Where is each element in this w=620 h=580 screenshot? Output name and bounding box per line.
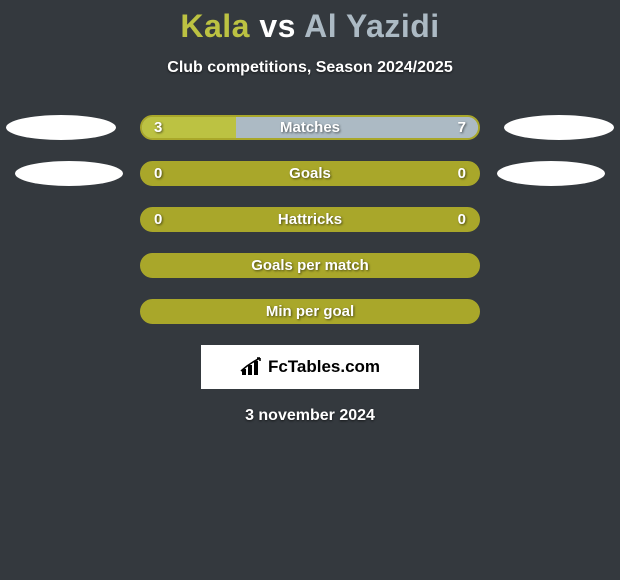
stat-row: 37Matches <box>0 115 620 140</box>
stat-bar: Goals per match <box>140 253 480 278</box>
stat-label: Goals <box>142 163 478 184</box>
stat-right-value: 0 <box>458 163 466 184</box>
stat-left-value: 0 <box>154 163 162 184</box>
player2-badge <box>497 161 605 186</box>
page-title: Kala vs Al Yazidi <box>0 8 620 45</box>
subtitle: Club competitions, Season 2024/2025 <box>0 59 620 77</box>
bar-chart-icon <box>240 357 264 377</box>
stat-row: Goals per match <box>0 253 620 278</box>
stat-label: Hattricks <box>142 209 478 230</box>
comparison-bars: 37Matches00Goals00HattricksGoals per mat… <box>0 115 620 324</box>
date-label: 3 november 2024 <box>0 407 620 425</box>
widget-root: Kala vs Al Yazidi Club competitions, Sea… <box>0 0 620 425</box>
stat-bar: 0 0Hattricks <box>140 207 480 232</box>
attribution-logo[interactable]: FcTables.com <box>201 345 419 389</box>
logo-inner: FcTables.com <box>240 357 380 377</box>
stat-label: Min per goal <box>142 301 478 322</box>
player1-name: Kala <box>180 8 250 44</box>
stat-right-value: 7 <box>458 117 466 138</box>
stat-row: Min per goal <box>0 299 620 324</box>
player2-badge <box>504 115 614 140</box>
vs-separator: vs <box>259 8 296 44</box>
player1-badge <box>15 161 123 186</box>
bar-fill-right <box>236 117 478 138</box>
stat-row: 0 0Goals <box>0 161 620 186</box>
stat-right-value: 0 <box>458 209 466 230</box>
logo-text: FcTables.com <box>268 357 380 377</box>
stat-left-value: 3 <box>154 117 162 138</box>
player1-badge <box>6 115 116 140</box>
stat-bar: 37Matches <box>140 115 480 140</box>
player2-name: Al Yazidi <box>304 8 440 44</box>
stat-bar: Min per goal <box>140 299 480 324</box>
stat-bar: 0 0Goals <box>140 161 480 186</box>
stat-label: Goals per match <box>142 255 478 276</box>
stat-row: 0 0Hattricks <box>0 207 620 232</box>
stat-left-value: 0 <box>154 209 162 230</box>
